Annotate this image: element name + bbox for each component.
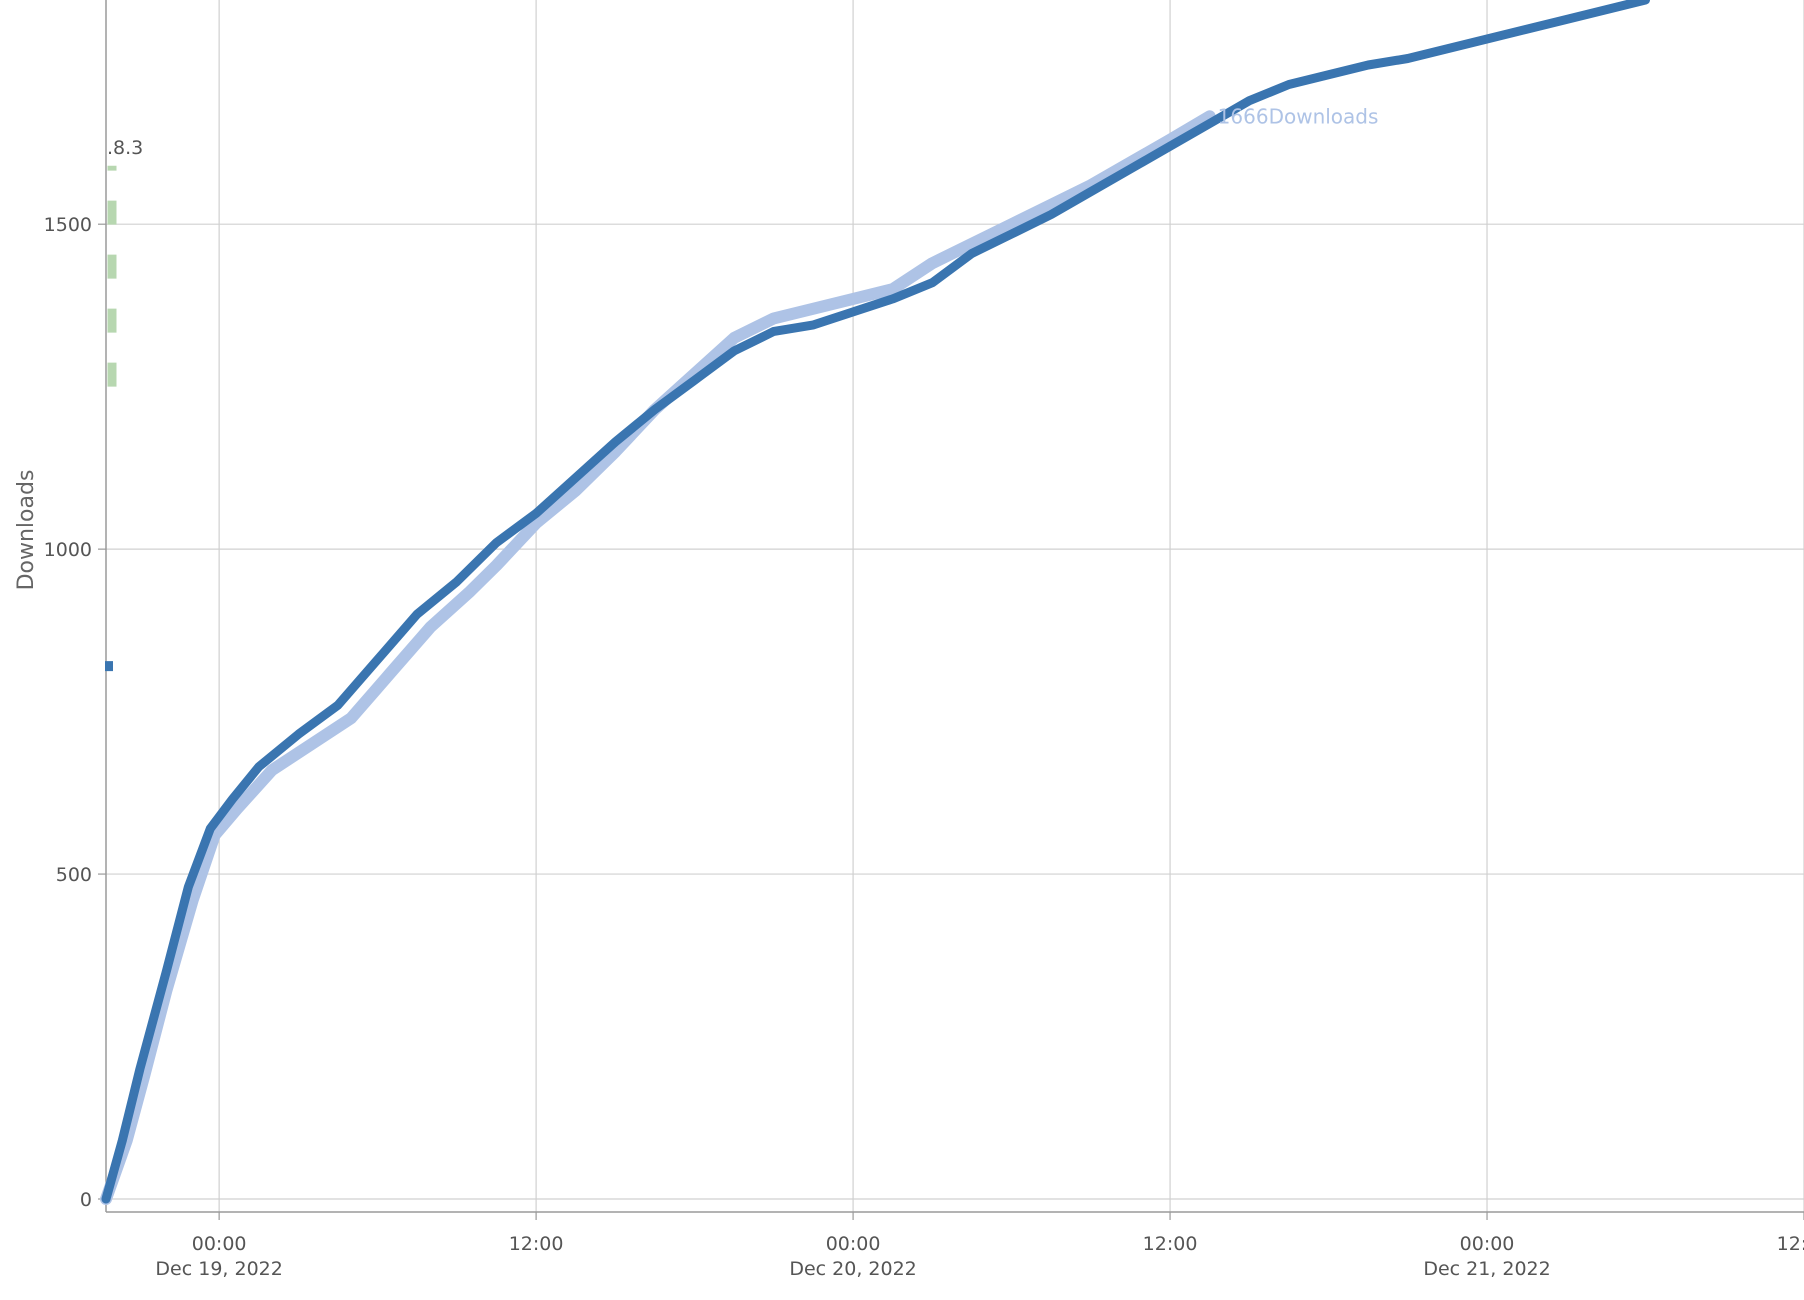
x-tick-label: 12:00 bbox=[509, 1233, 564, 1255]
series-line-2 bbox=[100, 110, 1216, 1205]
x-tick-label: 12:00 bbox=[1777, 1233, 1804, 1255]
x-tick-label: 00:00 bbox=[192, 1233, 247, 1255]
x-tick-label: 00:00 bbox=[1460, 1233, 1515, 1255]
y-axis: 0 500 1000 1500 bbox=[44, 0, 107, 1212]
series-lines bbox=[100, 0, 1650, 1205]
y-axis-title: Downloads bbox=[14, 470, 39, 591]
x-tick-label: 00:00 bbox=[826, 1233, 881, 1255]
x-axis: 00:00 Dec 19, 2022 12:00 00:00 Dec 20, 2022 1… bbox=[106, 1211, 1804, 1280]
x-tick-date-label: Dec 19, 2022 bbox=[155, 1258, 282, 1280]
annotations: .8.3 bbox=[105, 137, 143, 672]
x-tick-date-label: Dec 21, 2022 bbox=[1423, 1258, 1550, 1280]
release-marker-label: .8.3 bbox=[107, 137, 143, 159]
y-tick-label: 1500 bbox=[44, 214, 92, 236]
grid-lines bbox=[106, 0, 1804, 1212]
y-tick-label: 0 bbox=[80, 1189, 92, 1211]
x-tick-label: 12:00 bbox=[1143, 1233, 1198, 1255]
series-end-label: 1666Downloads bbox=[1218, 104, 1379, 128]
y-tick-label: 500 bbox=[56, 864, 92, 886]
x-tick-date-label: Dec 20, 2022 bbox=[789, 1258, 916, 1280]
series-line-1 bbox=[101, 0, 1650, 1204]
y-tick-label: 1000 bbox=[44, 539, 92, 561]
release-marker-dot bbox=[105, 661, 113, 672]
